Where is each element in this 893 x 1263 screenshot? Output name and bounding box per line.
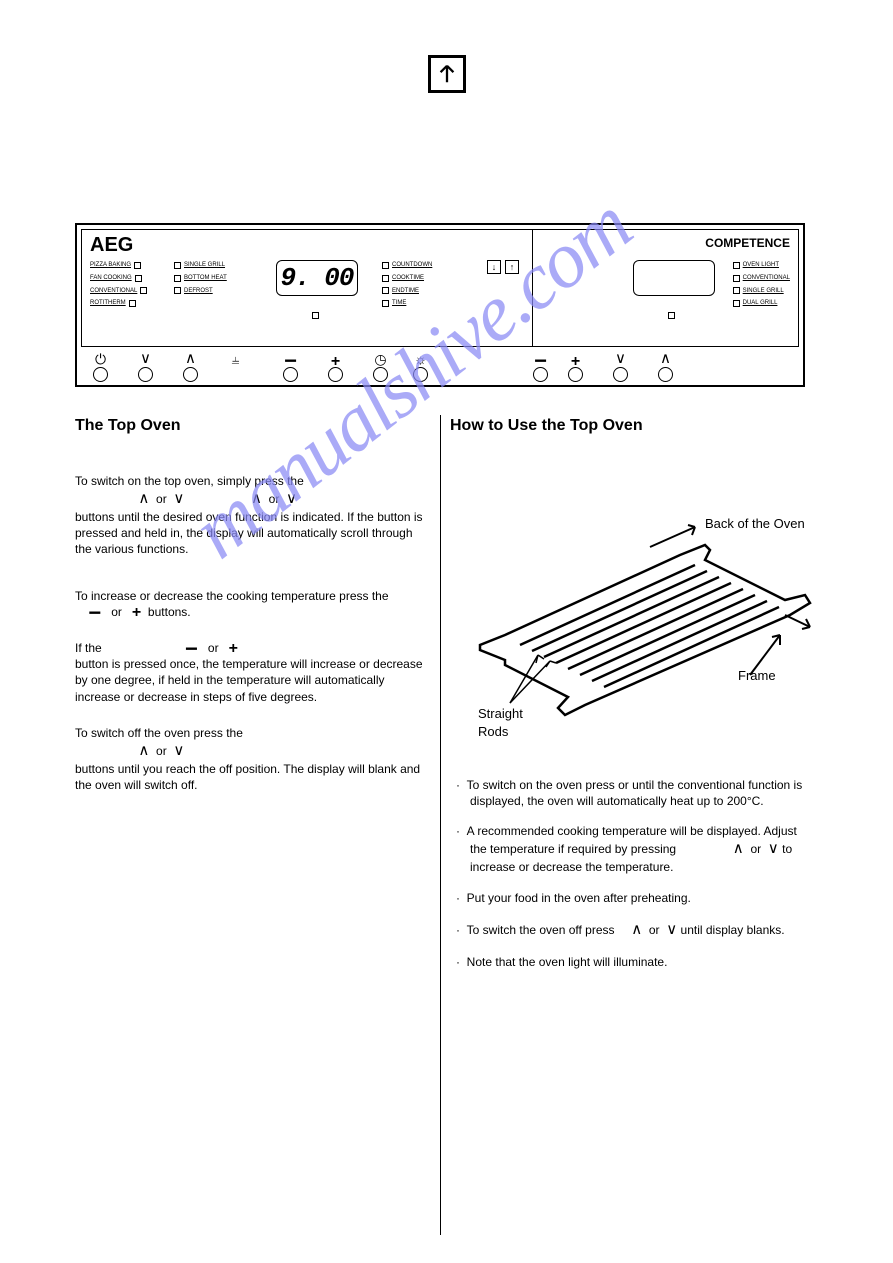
down-icon: ∨ — [140, 351, 151, 366]
p1c: buttons until the desired oven function … — [75, 510, 423, 556]
btn-2[interactable] — [138, 367, 153, 382]
lbl-fan: FAN COOKING — [90, 273, 132, 284]
plus-icon: + — [331, 358, 340, 366]
rods-label: Straight Rods — [478, 705, 523, 740]
left-column: The Top Oven To switch on the top oven, … — [75, 415, 430, 808]
minus2-icon: − — [534, 355, 547, 366]
b4a: To switch the oven off press — [467, 923, 615, 937]
lbl-defrost: DEFROST — [184, 286, 213, 297]
btn-11[interactable] — [613, 367, 628, 382]
btn-12[interactable] — [658, 367, 673, 382]
p3b: or — [208, 641, 219, 655]
lbl-cooktime: COOKTIME — [392, 273, 424, 284]
b1a: To switch on the oven press — [467, 778, 615, 792]
lbl-bheat: BOTTOM HEAT — [184, 273, 227, 284]
p2b: or — [111, 605, 122, 619]
b4c: until display blanks. — [681, 923, 785, 937]
b5: Note that the oven light will illuminate… — [467, 955, 668, 969]
brand-label: AEG — [90, 234, 133, 257]
up-icon: ∧ — [185, 351, 196, 366]
p1b: or — [156, 492, 167, 506]
lbl-rconv: CONVENTIONAL — [743, 273, 790, 284]
arrow-up-icon — [436, 63, 458, 85]
lbl-pizza: PIZZA BAKING — [90, 260, 131, 271]
chev-up-2: ∧ — [138, 742, 149, 759]
btn-9[interactable] — [533, 367, 548, 382]
plus2-icon: + — [571, 358, 580, 366]
b2b: or — [750, 842, 761, 856]
chev-up-3: ∧ — [733, 840, 744, 857]
content-area: The Top Oven To switch on the top oven, … — [75, 415, 805, 1255]
minus-sym-2: − — [185, 643, 198, 654]
right-display — [633, 260, 715, 296]
b1b: or — [618, 778, 629, 792]
arrow-down-btn[interactable]: ↓ — [487, 260, 501, 274]
lbl-sgrill: SINGLE GRILL — [184, 260, 225, 271]
lbl-countdown: COUNTDOWN — [392, 260, 432, 271]
lbl-rsgrill: SINGLE GRILL — [743, 286, 784, 297]
chev-dn-3: ∨ — [768, 840, 779, 857]
chev-up-1b: ∧ — [251, 490, 262, 507]
column-divider — [440, 415, 441, 1235]
arrow-up-btn[interactable]: ↑ — [505, 260, 519, 274]
btn-1[interactable] — [93, 367, 108, 382]
btn-5[interactable] — [283, 367, 298, 382]
lbl-dgrill: DUAL GRILL — [743, 298, 778, 309]
up2-icon: ∧ — [660, 351, 671, 366]
lock-icon: ⫨ — [232, 352, 240, 366]
p3a: If the — [75, 641, 102, 655]
frame-label: Frame — [738, 667, 776, 685]
btn-7[interactable] — [373, 367, 388, 382]
chev-dn-2: ∨ — [173, 742, 184, 759]
chev-up-1: ∧ — [138, 490, 149, 507]
b3: Put your food in the oven after preheati… — [467, 891, 691, 905]
btn-3[interactable] — [183, 367, 198, 382]
page-up-nav[interactable] — [428, 55, 466, 93]
plus-sym-2: + — [229, 645, 238, 653]
back-label: Back of the Oven — [705, 515, 805, 533]
lbl-roti: ROTITHERM — [90, 298, 126, 309]
lbl-time: TIME — [392, 298, 406, 309]
chev-up-4: ∧ — [631, 921, 642, 938]
p4b: or — [156, 744, 167, 758]
lbl-conv: CONVENTIONAL — [90, 286, 137, 297]
p4c: buttons until you reach the off position… — [75, 762, 420, 792]
right-heading: How to Use the Top Oven — [450, 415, 805, 437]
power-icon: ⏻ — [95, 352, 106, 366]
minus-icon: − — [284, 355, 297, 366]
p4a: To switch off the oven press the — [75, 726, 243, 740]
btn-6[interactable] — [328, 367, 343, 382]
right-column: How to Use the Top Oven — [450, 415, 805, 984]
control-panel: AEG PIZZA BAKING FAN COOKING CONVENTIONA… — [75, 223, 805, 387]
plus-sym-1: + — [132, 609, 141, 617]
down2-icon: ∨ — [615, 351, 626, 366]
oven-rack-diagram: Back of the Oven Frame Straight Rods — [450, 505, 820, 725]
lbl-ovenlight: OVEN LIGHT — [743, 260, 779, 271]
p3c: button is pressed once, the temperature … — [75, 657, 423, 703]
btn-10[interactable] — [568, 367, 583, 382]
left-heading: The Top Oven — [75, 415, 430, 437]
p2c: buttons. — [148, 605, 191, 619]
chev-dn-4: ∨ — [666, 921, 677, 938]
p2a: To increase or decrease the cooking temp… — [75, 589, 389, 603]
clock-icon: ◷ — [374, 352, 386, 366]
minus-sym-1: − — [88, 607, 101, 618]
p1a: To switch on the top oven, simply press … — [75, 474, 304, 488]
chev-dn-1b: ∨ — [286, 490, 297, 507]
b4b: or — [649, 923, 660, 937]
b2a: A recommended cooking temperature will b… — [467, 824, 797, 856]
lbl-endtime: ENDTIME — [392, 286, 419, 297]
btn-8[interactable] — [413, 367, 428, 382]
competence-label: COMPETENCE — [705, 236, 790, 250]
light-icon: ☼ — [414, 352, 427, 366]
chev-dn-1: ∨ — [173, 490, 184, 507]
main-display: 9. 00 — [276, 260, 358, 296]
